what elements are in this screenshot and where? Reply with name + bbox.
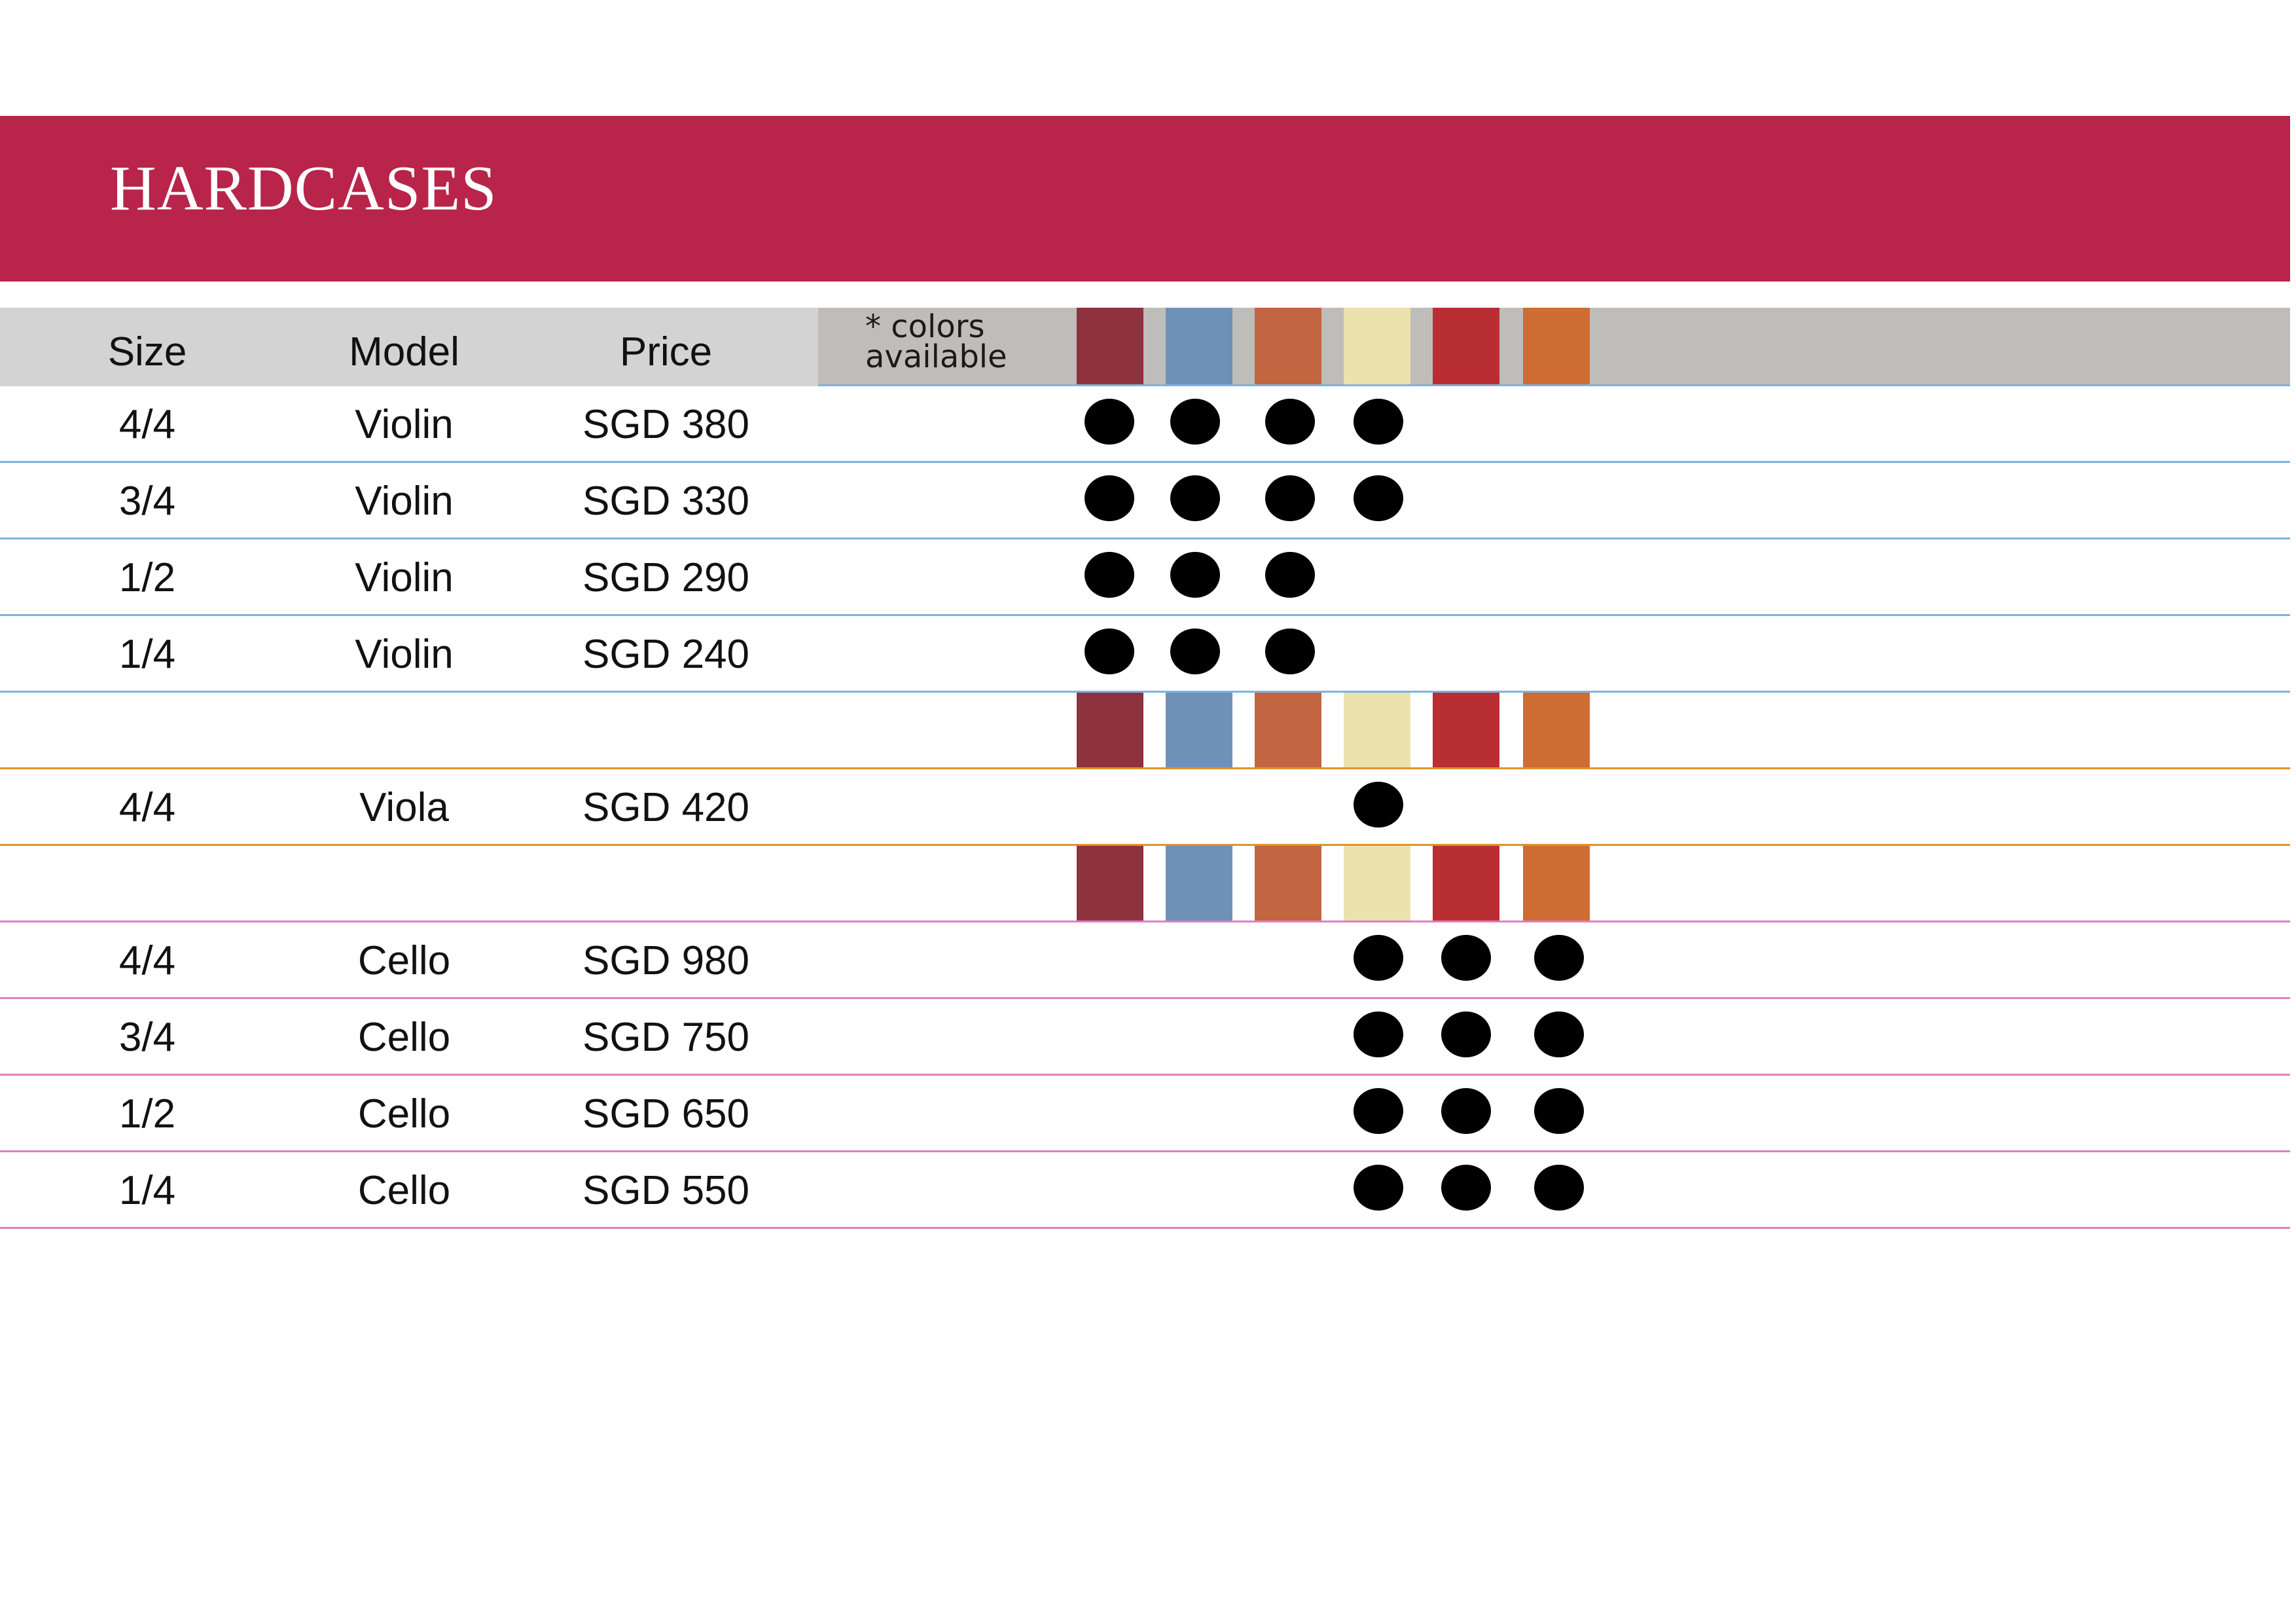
row-price: SGD 380 [582, 401, 750, 447]
row-price: SGD 550 [582, 1167, 750, 1213]
colors-note-line2: available [865, 338, 1007, 375]
availability-dot [1085, 552, 1134, 598]
availability-dot [1441, 935, 1491, 981]
color-swatch [1433, 308, 1499, 384]
color-swatch [1255, 308, 1321, 384]
color-swatch [1255, 846, 1321, 921]
color-swatch [1433, 846, 1499, 921]
availability-dot [1534, 935, 1584, 981]
row-model: Violin [355, 401, 454, 447]
availability-dot [1354, 475, 1403, 521]
color-swatch [1523, 308, 1590, 384]
row-model: Violin [355, 478, 454, 524]
availability-dot [1441, 1088, 1491, 1134]
row-model: Viola [359, 784, 449, 830]
availability-dot [1085, 629, 1134, 674]
cello-color-swatches [0, 846, 2290, 922]
row-model: Cello [357, 1014, 451, 1060]
availability-dot [1354, 1088, 1403, 1134]
availability-dot [1534, 1165, 1584, 1211]
color-swatch [1523, 846, 1590, 921]
row-size: 1/4 [118, 631, 176, 677]
viola-color-swatches [0, 693, 2290, 769]
availability-dot [1170, 629, 1220, 674]
table-row: 1/2 Violin SGD 290 [0, 539, 2290, 616]
title-banner: HARDCASES [0, 116, 2290, 282]
row-model: Violin [355, 555, 454, 600]
row-price: SGD 420 [582, 784, 750, 830]
availability-dot [1354, 1012, 1403, 1057]
availability-dot [1170, 475, 1220, 521]
color-swatch [1433, 693, 1499, 767]
color-swatch [1344, 308, 1410, 384]
availability-dot [1265, 475, 1315, 521]
row-size: 1/4 [118, 1167, 176, 1213]
color-swatch [1166, 846, 1232, 921]
availability-dot [1354, 935, 1403, 981]
availability-dot [1085, 475, 1134, 521]
row-price: SGD 650 [582, 1091, 750, 1137]
availability-dot [1170, 399, 1220, 445]
header-model: Model [295, 308, 514, 386]
row-size: 1/2 [118, 1091, 176, 1137]
row-price: SGD 980 [582, 938, 750, 983]
header-price: Price [514, 308, 818, 386]
row-size: 4/4 [118, 401, 176, 447]
availability-dot [1534, 1088, 1584, 1134]
availability-dot [1354, 782, 1403, 828]
availability-dot [1534, 1012, 1584, 1057]
color-swatch [1077, 846, 1143, 921]
color-swatch [1523, 693, 1590, 767]
availability-dot [1265, 629, 1315, 674]
table-row: 1/4 Cello SGD 550 [0, 1152, 2290, 1229]
availability-dot [1441, 1165, 1491, 1211]
table-row: 1/2 Cello SGD 650 [0, 1076, 2290, 1152]
colors-note: * colors available [865, 308, 1081, 375]
color-swatch [1077, 693, 1143, 767]
color-swatch [1344, 693, 1410, 767]
row-size: 3/4 [118, 478, 176, 524]
row-model: Cello [357, 1167, 451, 1213]
table-row: 3/4 Violin SGD 330 [0, 463, 2290, 539]
availability-dot [1354, 399, 1403, 445]
row-model: Cello [357, 1091, 451, 1137]
availability-dot [1265, 552, 1315, 598]
availability-dot [1085, 399, 1134, 445]
availability-dot [1354, 1165, 1403, 1211]
row-size: 1/2 [118, 555, 176, 600]
color-swatch [1255, 693, 1321, 767]
table-row: 4/4 Viola SGD 420 [0, 769, 2290, 846]
price-table: Size Model Price * colors available 4/4 V… [0, 308, 2290, 1229]
header-size: Size [0, 308, 295, 386]
availability-dot [1441, 1012, 1491, 1057]
row-price: SGD 330 [582, 478, 750, 524]
color-swatch [1344, 846, 1410, 921]
row-size: 4/4 [118, 784, 176, 830]
table-row: 4/4 Cello SGD 980 [0, 922, 2290, 999]
table-header: Size Model Price * colors available [0, 308, 2290, 386]
colors-note-line1: * colors [865, 308, 985, 345]
table-row: 1/4 Violin SGD 240 [0, 616, 2290, 693]
page-title: HARDCASES [110, 153, 497, 224]
color-swatch [1166, 693, 1232, 767]
row-size: 3/4 [118, 1014, 176, 1060]
row-price: SGD 290 [582, 555, 750, 600]
color-swatch [1077, 308, 1143, 384]
table-row: 4/4 Violin SGD 380 [0, 386, 2290, 463]
color-swatch [1166, 308, 1232, 384]
row-model: Violin [355, 631, 454, 677]
table-row: 3/4 Cello SGD 750 [0, 999, 2290, 1076]
availability-dot [1170, 552, 1220, 598]
row-model: Cello [357, 938, 451, 983]
row-size: 4/4 [118, 938, 176, 983]
availability-dot [1265, 399, 1315, 445]
row-price: SGD 240 [582, 631, 750, 677]
row-price: SGD 750 [582, 1014, 750, 1060]
